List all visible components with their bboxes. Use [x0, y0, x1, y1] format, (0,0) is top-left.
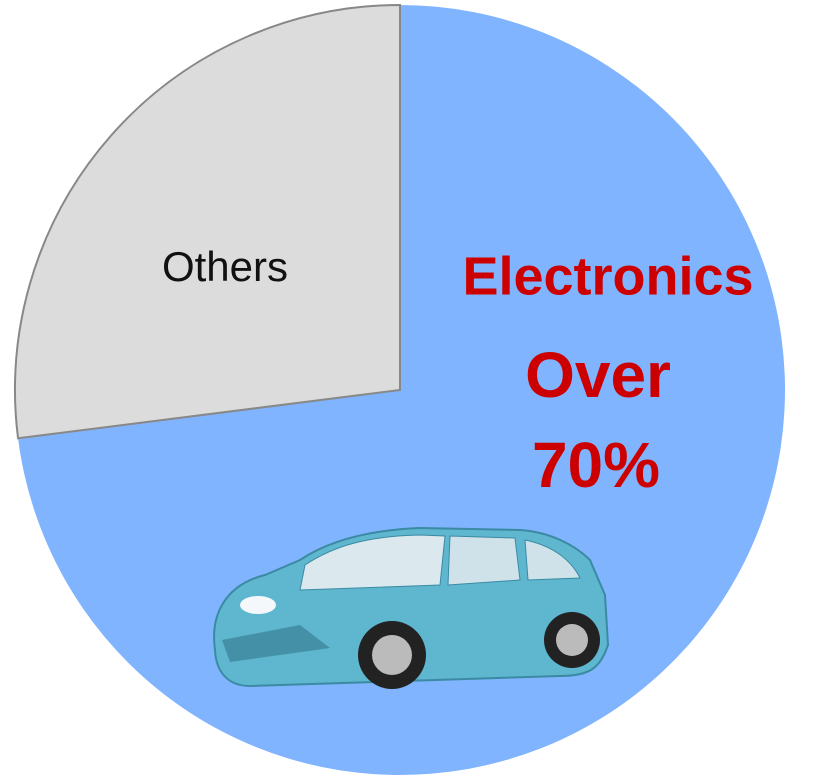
car-hub [556, 624, 588, 656]
slice-label: Electronics [462, 246, 753, 306]
car-windshield [299, 534, 446, 591]
annotation: Over [525, 339, 671, 411]
car-hub [372, 635, 412, 675]
car-grille [222, 625, 330, 662]
slice-label: Others [162, 243, 288, 290]
annotation: 70% [532, 429, 660, 501]
labels: Others Electronics Over 70% [162, 243, 754, 501]
car-image [213, 526, 610, 689]
car-window [447, 535, 521, 586]
car-headlight [240, 596, 276, 614]
car-window [524, 539, 581, 581]
pie-slice [14, 3, 401, 440]
